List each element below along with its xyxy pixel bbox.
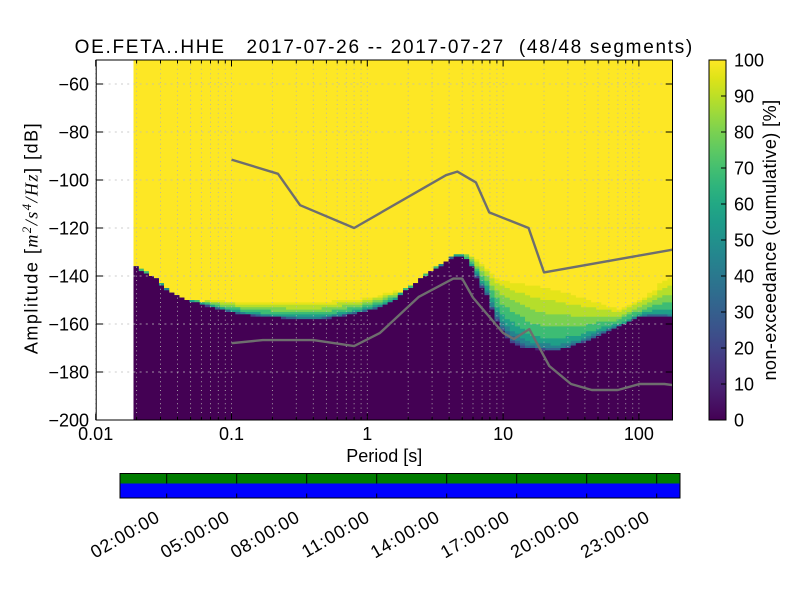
svg-text:−80: −80 (58, 122, 89, 142)
svg-text:40: 40 (734, 266, 754, 286)
svg-text:80: 80 (734, 122, 754, 142)
svg-text:OE.FETA..HHE 2017-07-26 -- 2: OE.FETA..HHE 2017-07-26 -- 2017-07-27 (4… (75, 37, 694, 58)
svg-text:70: 70 (734, 158, 754, 178)
svg-text:90: 90 (734, 86, 754, 106)
svg-text:−140: −140 (48, 266, 89, 286)
svg-text:100: 100 (624, 424, 654, 444)
svg-text:−100: −100 (48, 170, 89, 190)
svg-text:−60: −60 (58, 74, 89, 94)
svg-text:Period [s]: Period [s] (346, 446, 422, 466)
svg-text:60: 60 (734, 194, 754, 214)
svg-text:−160: −160 (48, 314, 89, 334)
svg-text:0.01: 0.01 (78, 424, 113, 444)
svg-text:1: 1 (362, 424, 372, 444)
svg-text:Amplitude [m2/s4/Hz] [dB]: Amplitude [m2/s4/Hz] [dB] (20, 122, 42, 354)
svg-text:100: 100 (734, 50, 764, 70)
svg-text:−120: −120 (48, 218, 89, 238)
svg-text:−180: −180 (48, 362, 89, 382)
svg-text:20: 20 (734, 338, 754, 358)
svg-text:30: 30 (734, 302, 754, 322)
svg-text:10: 10 (493, 424, 513, 444)
svg-text:non-exceedance (cumulative) [%: non-exceedance (cumulative) [%] (760, 99, 780, 380)
svg-text:50: 50 (734, 230, 754, 250)
svg-text:−200: −200 (48, 410, 89, 430)
svg-text:0: 0 (734, 410, 744, 430)
svg-text:10: 10 (734, 374, 754, 394)
svg-text:0.1: 0.1 (219, 424, 244, 444)
